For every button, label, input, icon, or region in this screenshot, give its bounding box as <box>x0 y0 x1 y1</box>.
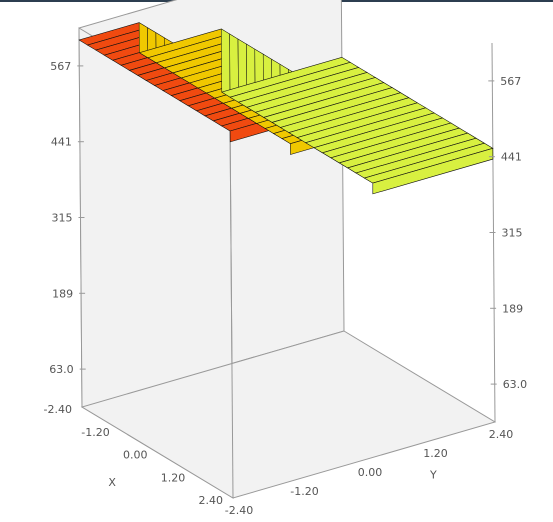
y-tick-label: 2.40 <box>489 428 514 441</box>
floor-pane <box>80 330 497 499</box>
y-axis-label: Y <box>429 469 437 482</box>
y-tick-label: -2.40 <box>225 504 253 517</box>
y-tick-label: 0.00 <box>358 466 383 479</box>
y-tick-label: 1.20 <box>423 447 448 460</box>
z-tick-label-left: 189 <box>52 287 73 300</box>
box-edge <box>229 118 234 499</box>
x-tick-label: -1.20 <box>81 426 109 439</box>
z-tick-label-left: 315 <box>52 212 73 225</box>
surface-riser <box>221 28 231 98</box>
z-tick-label-right: 441 <box>501 151 522 164</box>
z-tick-label-right: 63.0 <box>503 378 528 391</box>
z-tick-label-right: 315 <box>502 227 523 240</box>
x-tick-label: 2.40 <box>199 494 224 507</box>
z-tick-label-right: 189 <box>502 302 523 315</box>
z-tick-label-left: 63.0 <box>49 363 74 376</box>
x-axis-label: X <box>108 476 116 489</box>
z-tick-label-right: 567 <box>500 75 521 88</box>
z-tick-label-left: 441 <box>51 136 72 149</box>
z-tick-label-left: 567 <box>50 60 71 73</box>
x-tick-label: 1.20 <box>161 471 186 484</box>
surface-edge <box>372 147 494 195</box>
x-tick-label: 0.00 <box>123 449 148 462</box>
y-tick-label: -1.20 <box>290 485 318 498</box>
x-tick-label: -2.40 <box>44 403 72 416</box>
